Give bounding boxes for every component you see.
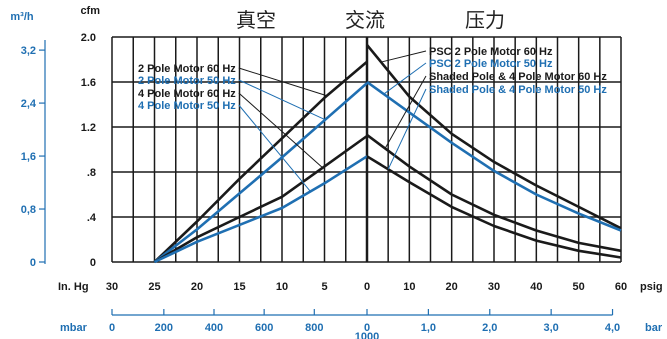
mbar-tick-label: 200 — [155, 322, 173, 334]
legend-leader — [384, 75, 427, 149]
mbar-tick-label: 600 — [255, 322, 273, 334]
y2-axis-label: m³/h — [10, 11, 34, 23]
mbar-tick-label: 0 — [109, 322, 115, 334]
series-line — [365, 44, 622, 230]
series-line — [366, 133, 622, 253]
title-ac: 交流 — [345, 8, 385, 32]
x-vacuum-tick-label: 30 — [106, 281, 118, 293]
mbar-sublabel: 1000 — [355, 331, 379, 339]
mbar-tick-label: 400 — [205, 322, 223, 334]
mbar-tick-label: 0 — [364, 322, 370, 334]
x-vacuum-tick-label: 5 — [321, 281, 327, 293]
legend-item-pressure: PSC 2 Pole Motor 60 Hz — [429, 46, 553, 58]
y-tick-label: .8 — [87, 167, 96, 179]
series-line — [153, 155, 368, 264]
mbar-tick-label: 800 — [305, 322, 323, 334]
bar-tick-label: 1,0 — [421, 322, 436, 334]
x-vacuum-unit: In. Hg — [58, 281, 89, 293]
title-pressure: 压力 — [465, 8, 505, 32]
legend-item-vacuum: 4 Pole Motor 60 Hz — [138, 88, 236, 100]
bar-tick-label: 2,0 — [482, 322, 497, 334]
legend-item-pressure: PSC 2 Pole Motor 50 Hz — [429, 58, 553, 70]
series-line — [366, 155, 622, 259]
legend-item-pressure: Shaded Pole & 4 Pole Motor 60 Hz — [429, 71, 607, 83]
x-bar-unit: bar — [645, 322, 663, 334]
series-lines — [153, 44, 622, 264]
series-line — [366, 80, 622, 232]
x-pressure-tick-label: 30 — [488, 281, 500, 293]
x-pressure-tick-label: 10 — [403, 281, 415, 293]
x-pressure-tick-label: 60 — [615, 281, 627, 293]
y-tick-label: 1.6 — [81, 77, 96, 89]
legend-item-vacuum: 4 Pole Motor 50 Hz — [138, 100, 236, 112]
y-tick-label: 1.2 — [81, 122, 96, 134]
grid — [111, 36, 622, 263]
title-vacuum: 真空 — [236, 8, 276, 32]
y2-tick-label: 1,6 — [21, 151, 36, 163]
legends: 2 Pole Motor 60 Hz2 Pole Motor 50 Hz4 Po… — [138, 46, 607, 192]
y2-tick-label: 2,4 — [21, 98, 37, 110]
x-vacuum-tick-label: 25 — [148, 281, 160, 293]
series-line — [153, 134, 368, 264]
legend-leader — [238, 92, 323, 169]
axes: cfm 0 .4 .8 1.2 1.6 2.0 m³/h 0 0,8 1,6 2,4 3,2 In. Hg… — [10, 5, 662, 339]
y-tick-label: .4 — [87, 212, 97, 224]
legend-leader — [387, 88, 427, 170]
bar-tick-label: 4,0 — [605, 322, 620, 334]
x-vacuum-tick-label: 15 — [233, 281, 245, 293]
y-tick-label: 0 — [90, 257, 96, 269]
x-pressure-tick-label: 40 — [530, 281, 542, 293]
x-pressure-tick-label: 50 — [573, 281, 585, 293]
legend-item-vacuum: 2 Pole Motor 50 Hz — [138, 75, 236, 87]
y2-tick-label: 0 — [30, 257, 36, 269]
bar-tick-label: 3,0 — [544, 322, 559, 334]
chart-title: 真空 交流 压力 — [236, 8, 505, 32]
x-pressure-tick-label: 20 — [446, 281, 458, 293]
y-tick-label: 2.0 — [81, 32, 96, 44]
x-vacuum-tick-label: 20 — [191, 281, 203, 293]
legend-leader — [383, 62, 427, 95]
x-pressure-unit: psig — [640, 281, 663, 293]
legend-leader — [238, 104, 311, 192]
x-vacuum-tick-label: 10 — [276, 281, 288, 293]
x-vacuum-tick-label: 0 — [364, 281, 370, 293]
legend-leader — [380, 50, 427, 63]
y2-tick-label: 0,8 — [21, 204, 36, 216]
legend-item-vacuum: 2 Pole Motor 60 Hz — [138, 63, 236, 75]
y-axis-label: cfm — [80, 5, 100, 17]
y2-tick-label: 3,2 — [21, 45, 36, 57]
legend-leader — [238, 79, 326, 121]
series-line — [153, 60, 368, 263]
legend-item-pressure: Shaded Pole & 4 Pole Motor 50 Hz — [429, 84, 607, 96]
series-line — [153, 82, 368, 264]
legend-leader — [238, 67, 328, 97]
x-mbar-unit: mbar — [60, 322, 88, 334]
